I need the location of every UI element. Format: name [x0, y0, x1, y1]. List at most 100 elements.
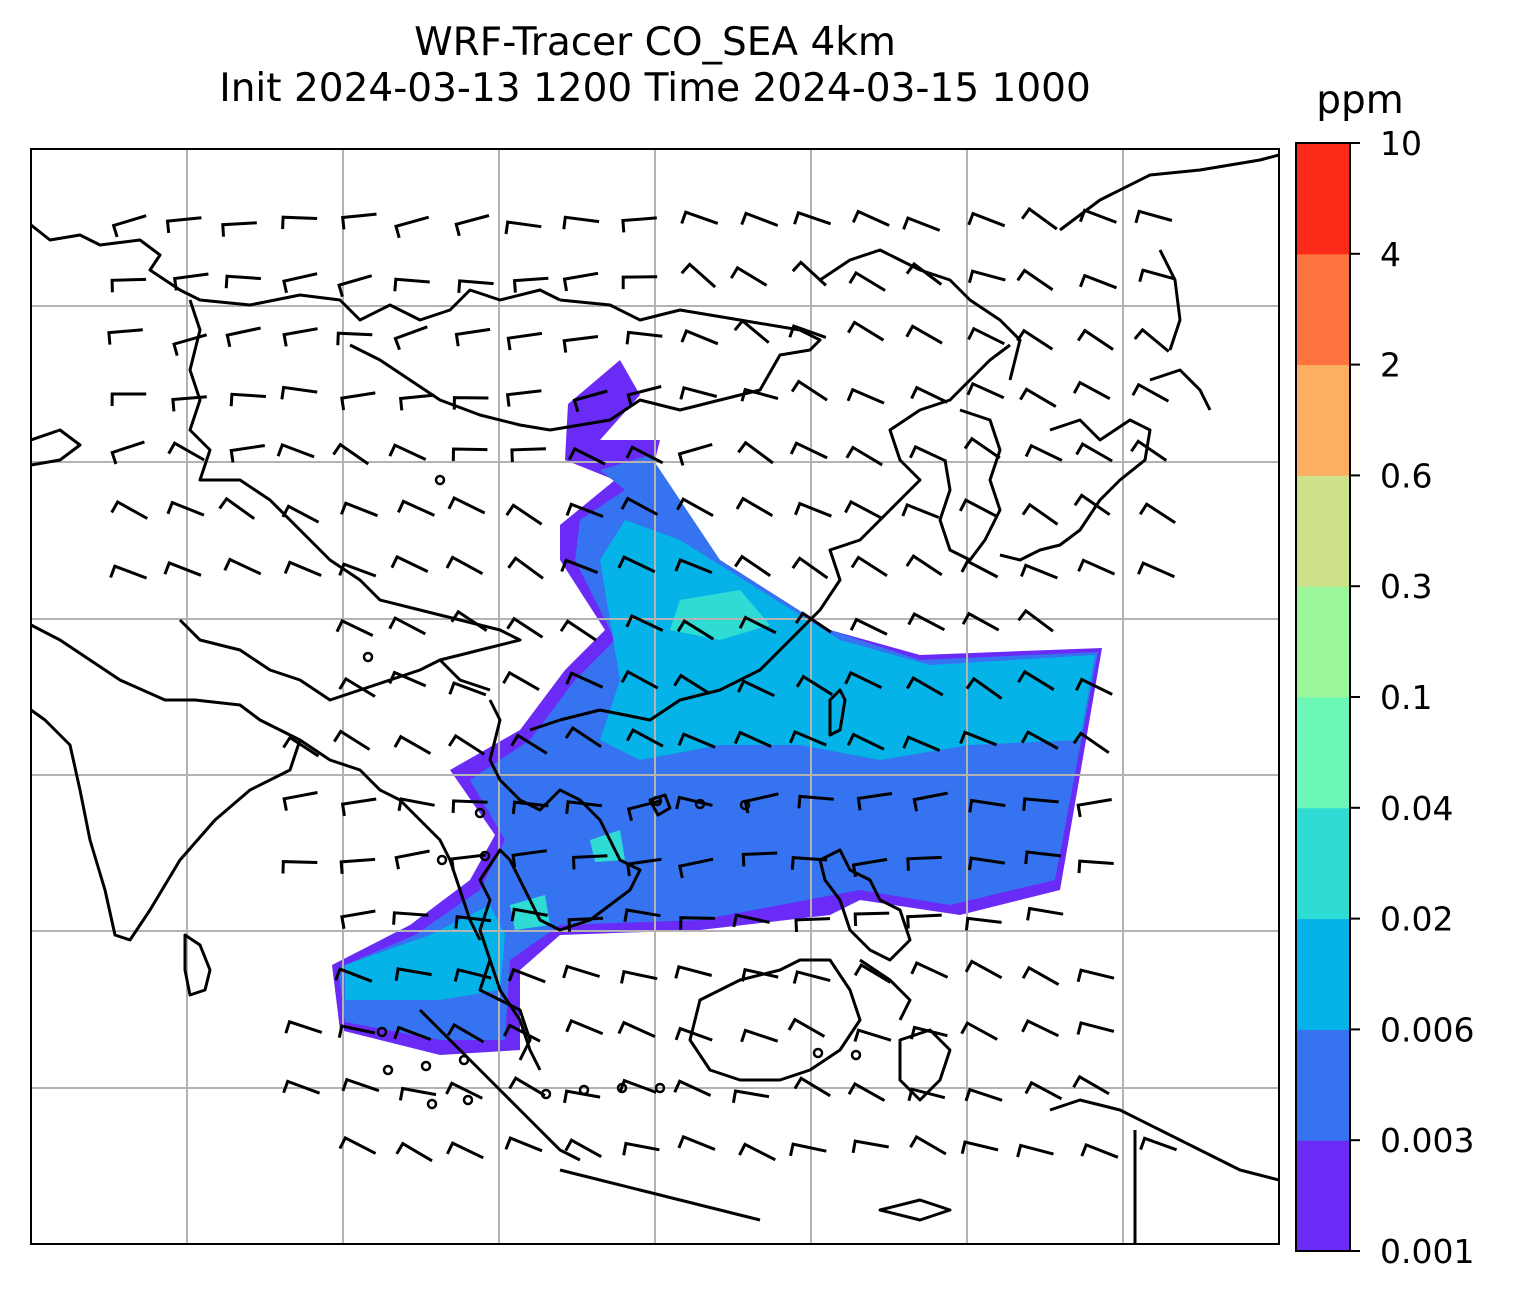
wind-barb [110, 392, 147, 407]
hainan [648, 793, 672, 817]
wind-barb [966, 381, 1005, 400]
china-coast [529, 343, 1011, 732]
wind-barb [506, 331, 543, 351]
wind-barb [333, 729, 371, 751]
wind-barb [1024, 1080, 1063, 1101]
wind-barb [793, 1076, 831, 1098]
new-guinea [1049, 1098, 1279, 1244]
wind-barb [846, 387, 885, 405]
wind-barb [794, 611, 832, 634]
wind-barb [282, 791, 318, 811]
wind-barb [625, 330, 663, 345]
wind-barb [621, 275, 658, 290]
wind-barb [337, 1024, 376, 1039]
wind-barb [225, 326, 261, 348]
wind-barb [392, 911, 429, 925]
wind-barb [740, 1028, 779, 1043]
wind-barb [958, 498, 997, 518]
wind-barb [625, 445, 664, 465]
northeast-china [819, 248, 1022, 381]
wind-barb [1072, 1074, 1110, 1096]
wind-barb [393, 277, 430, 292]
wind-barb [394, 215, 430, 239]
java [559, 1168, 761, 1222]
wind-barb [741, 851, 778, 867]
wind-barb [1021, 965, 1060, 986]
calm-wind-circle [479, 850, 491, 862]
wind-barb [454, 327, 491, 347]
wind-barb [388, 616, 426, 636]
wind-barb [1073, 493, 1111, 516]
colorbar-frame [1295, 142, 1351, 1252]
wind-barb [788, 324, 827, 339]
wind-barb [967, 326, 1005, 346]
wind-barb [1077, 558, 1116, 576]
wind-barb [283, 560, 322, 577]
wind-barb [510, 907, 548, 922]
wind-barb [794, 917, 831, 932]
wind-barb [339, 857, 376, 875]
wind-barb [562, 335, 599, 353]
colorbar-tick-label: 0.1 [1380, 678, 1432, 717]
wind-barb [338, 562, 377, 578]
wind-barb [677, 732, 716, 749]
wind-barb [620, 969, 658, 984]
mongolia-border [349, 298, 822, 432]
borneo [688, 958, 862, 1082]
calm-wind-circle [420, 1060, 432, 1072]
wind-barb [165, 216, 202, 234]
wind-barb [397, 499, 436, 517]
colorbar-tick-label: 0.006 [1380, 1010, 1474, 1049]
wind-barb [791, 556, 829, 580]
wind-barb [731, 1089, 770, 1104]
wind-barb [341, 212, 377, 230]
wind-barb [625, 728, 664, 748]
wind-barb [679, 916, 715, 930]
colorbar-swatch [1296, 697, 1350, 809]
wind-barb [1024, 850, 1061, 865]
calm-wind-circle [694, 798, 706, 810]
wind-barb [510, 733, 548, 755]
wind-barb [109, 564, 148, 580]
wind-barb [224, 274, 262, 289]
wind-barb [446, 1141, 484, 1160]
calm-wind-circle [434, 474, 446, 486]
wind-barb [960, 1021, 998, 1041]
wind-barb [1020, 730, 1059, 750]
wind-barb [1138, 502, 1177, 524]
wind-barb [167, 441, 205, 462]
calm-wind-circle [458, 1054, 470, 1066]
wind-barb [907, 1087, 946, 1102]
wind-barb [565, 502, 604, 518]
wind-barb [617, 1020, 656, 1038]
wind-barb [790, 379, 828, 402]
russia-coast [1059, 153, 1279, 232]
wind-barb [562, 964, 601, 979]
wind-barb [1075, 677, 1113, 696]
wind-barb [675, 795, 713, 810]
plume-mid-layer [600, 520, 1095, 760]
wind-barb [791, 260, 827, 287]
colorbar-swatch [1296, 1029, 1350, 1141]
wind-barb [393, 325, 428, 351]
wind-barb [678, 857, 714, 879]
wind-barb [335, 618, 374, 637]
wind-barb [388, 670, 427, 688]
wind-barb [340, 797, 377, 817]
wind-barb [905, 261, 943, 286]
wind-barb [906, 676, 944, 697]
wind-barb [1016, 268, 1054, 291]
wind-barb [166, 500, 205, 517]
wind-barb [173, 272, 209, 291]
wind-barb [560, 558, 599, 575]
colorbar-swatch [1296, 1140, 1350, 1252]
wind-barb [730, 265, 768, 287]
wind-barb [1133, 327, 1170, 353]
wind-barb [341, 1077, 380, 1093]
wind-barb [964, 1087, 1003, 1102]
indochina [478, 699, 642, 1061]
wind-barb [845, 445, 883, 467]
wind-barb [390, 554, 429, 573]
colorbar-swatch [1296, 807, 1350, 920]
wind-barb [626, 857, 662, 877]
